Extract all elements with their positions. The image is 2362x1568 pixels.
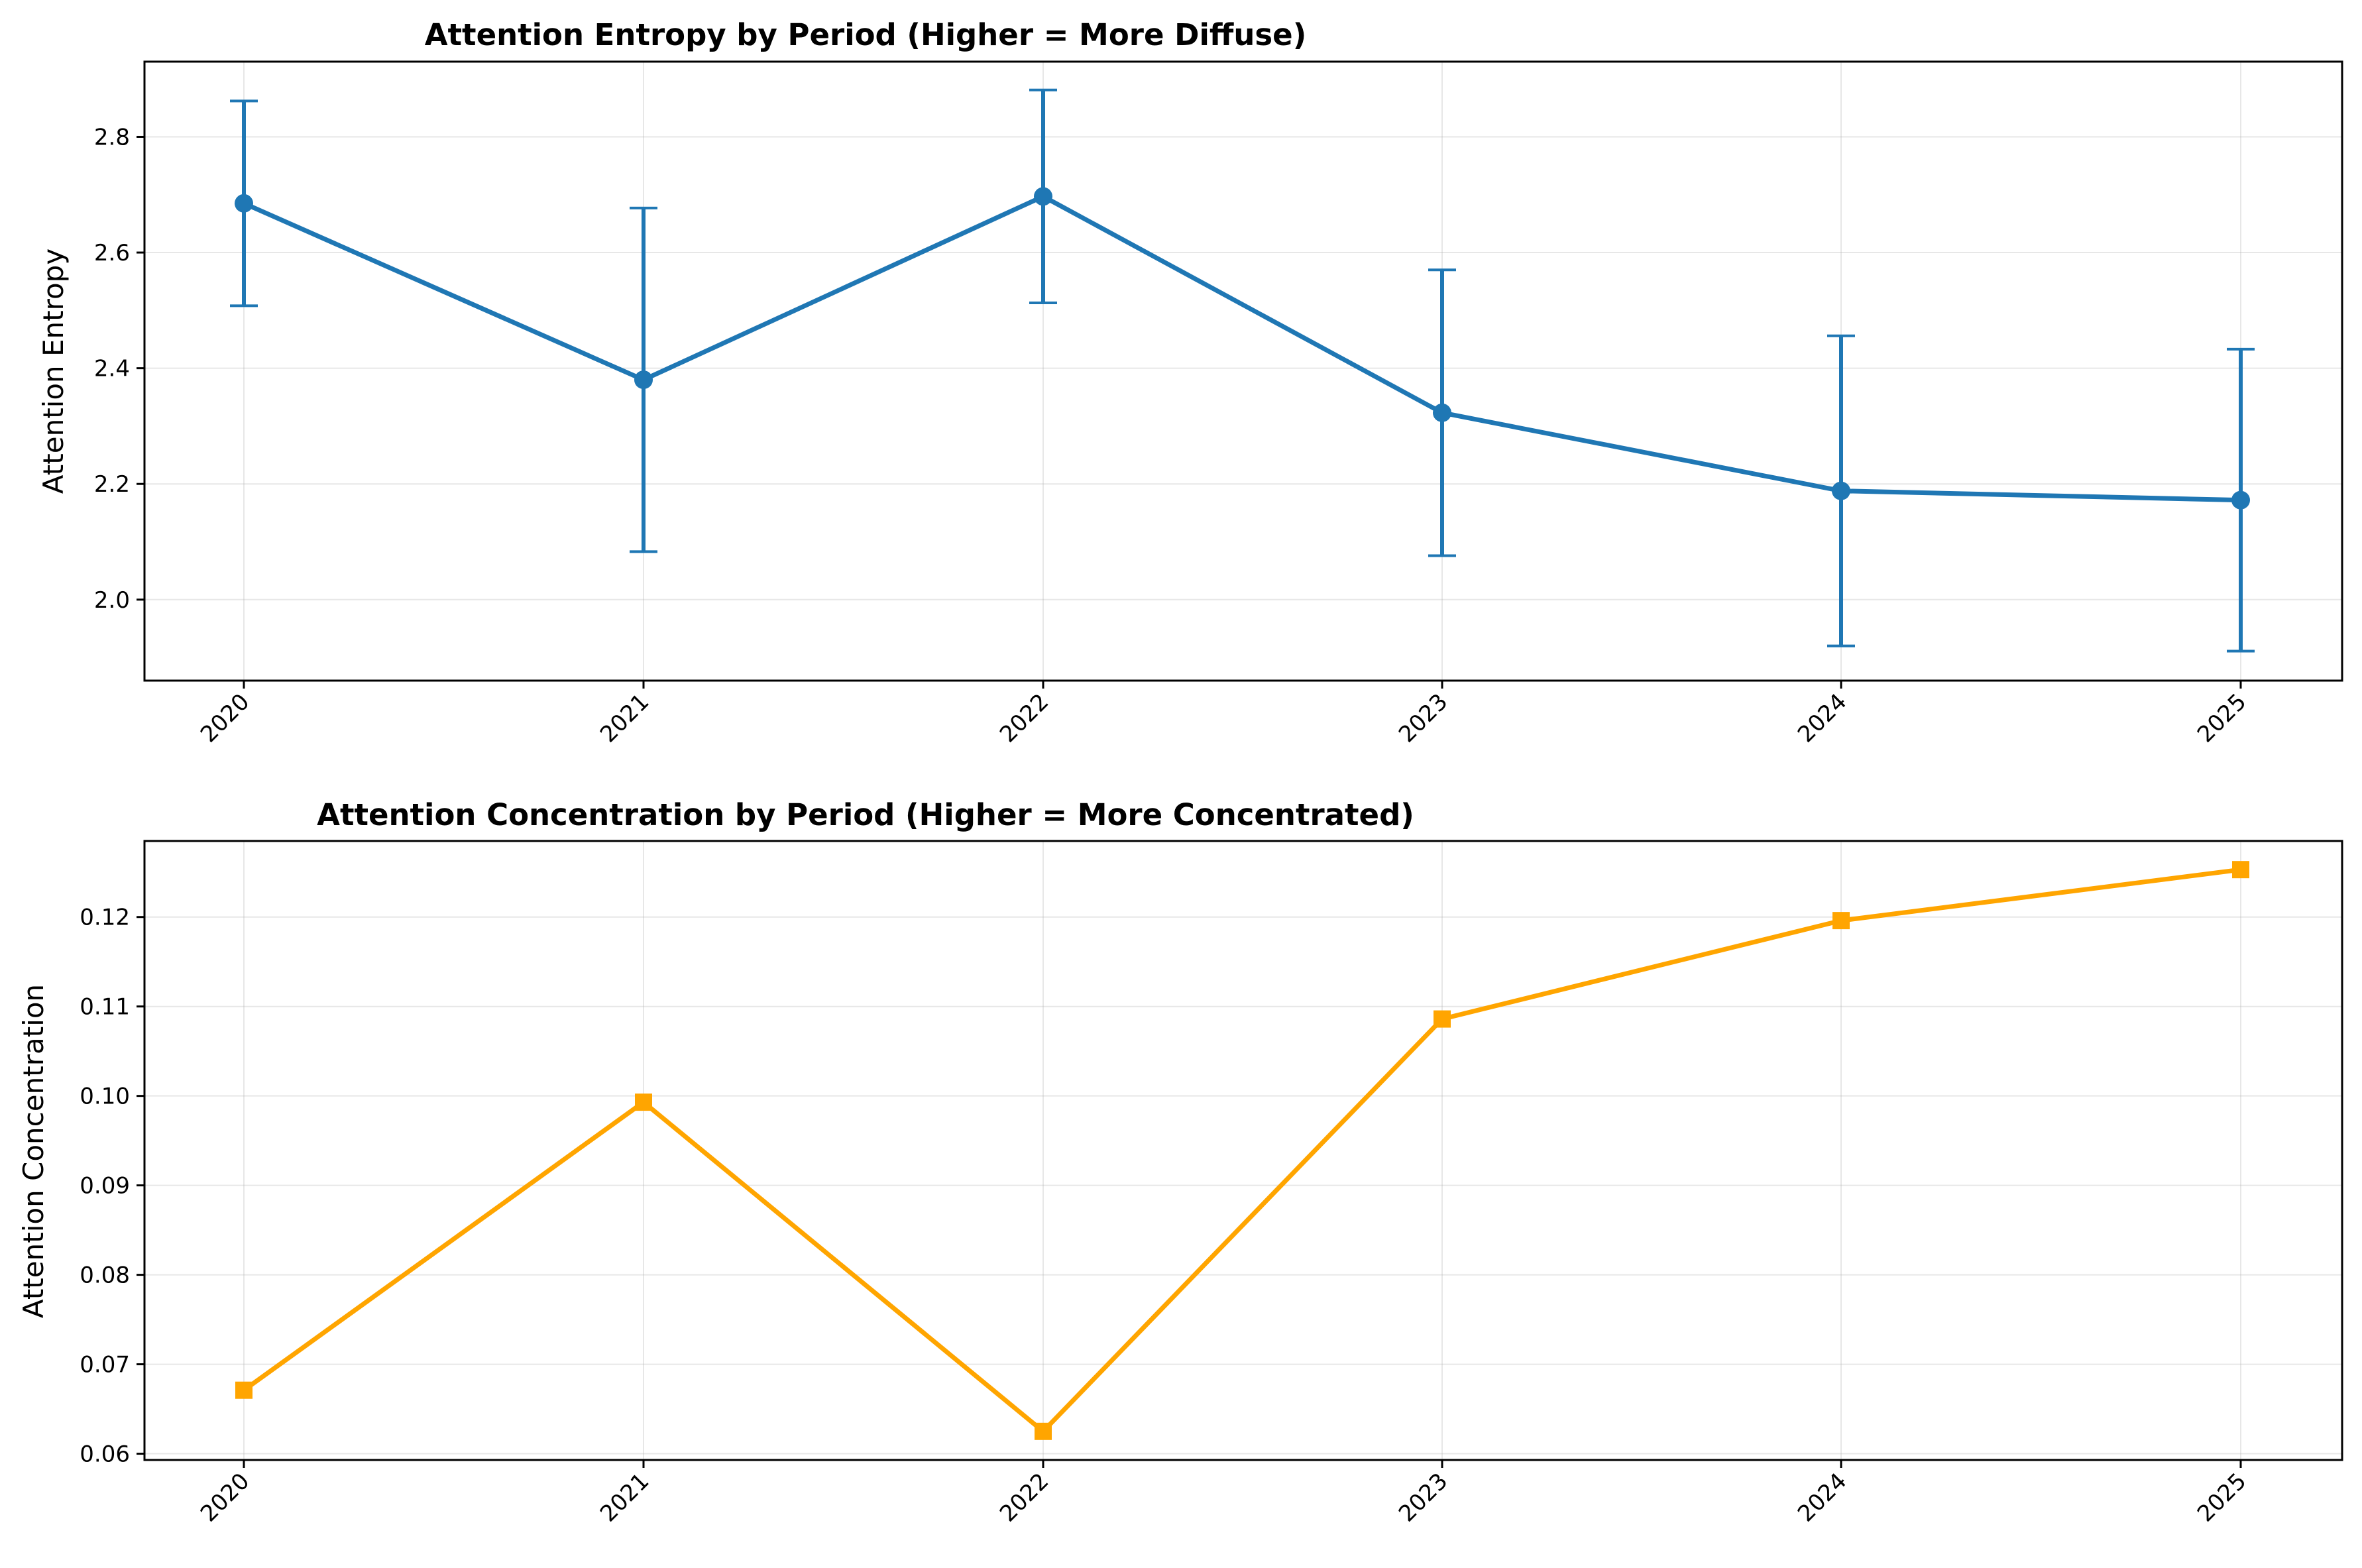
entropy-x-tick-label: 2021 bbox=[595, 689, 654, 748]
concentration-x-tick-label: 2022 bbox=[995, 1468, 1054, 1527]
concentration-point bbox=[635, 1093, 652, 1111]
entropy-point bbox=[1832, 481, 1850, 500]
entropy-x-tick-label: 2025 bbox=[2192, 689, 2251, 748]
entropy-gridlines bbox=[144, 62, 2342, 681]
entropy-y-tick-label: 2.8 bbox=[94, 124, 130, 150]
concentration-series bbox=[235, 861, 2249, 1440]
entropy-series bbox=[230, 88, 2255, 653]
entropy-chart: Attention Entropy by Period (Higher = Mo… bbox=[37, 17, 2343, 748]
entropy-y-tick-label: 2.4 bbox=[94, 356, 130, 382]
concentration-point bbox=[235, 1381, 253, 1399]
entropy-chart-title: Attention Entropy by Period (Higher = Mo… bbox=[425, 17, 1307, 52]
concentration-y-tick-label: 0.07 bbox=[80, 1352, 130, 1378]
entropy-y-tick-label: 2.6 bbox=[94, 240, 130, 266]
concentration-series-line bbox=[242, 867, 2241, 1434]
entropy-x-tick-label: 2020 bbox=[196, 689, 254, 748]
concentration-x-tick-label: 2023 bbox=[1394, 1468, 1453, 1527]
concentration-gridlines bbox=[144, 841, 2342, 1460]
entropy-x-ticks: 2020 2021 2022 2023 2024 2025 bbox=[196, 681, 2251, 748]
entropy-y-axis-label: Attention Entropy bbox=[37, 249, 70, 494]
concentration-y-tick-label: 0.08 bbox=[80, 1262, 130, 1289]
entropy-y-tick-label: 2.0 bbox=[94, 587, 130, 614]
concentration-chart: Attention Concentration by Period (Highe… bbox=[17, 797, 2343, 1528]
concentration-y-tick-label: 0.09 bbox=[80, 1173, 130, 1200]
entropy-y-ticks: 2.0 2.2 2.4 2.6 2.8 bbox=[94, 124, 144, 614]
entropy-x-tick-label: 2022 bbox=[995, 689, 1054, 748]
concentration-point bbox=[2232, 861, 2249, 879]
concentration-x-tick-label: 2021 bbox=[595, 1468, 654, 1527]
entropy-x-tick-label: 2024 bbox=[1793, 689, 1852, 748]
entropy-plot-frame bbox=[143, 60, 2343, 682]
entropy-point bbox=[2231, 490, 2250, 510]
concentration-x-ticks: 2020 2021 2022 2023 2024 2025 bbox=[196, 1460, 2251, 1528]
concentration-y-ticks: 0.06 0.07 0.08 0.09 0.10 0.11 0.12 bbox=[80, 905, 144, 1468]
entropy-point bbox=[1433, 403, 1451, 422]
concentration-chart-title: Attention Concentration by Period (Highe… bbox=[317, 797, 1414, 832]
entropy-point bbox=[235, 194, 253, 213]
concentration-y-tick-label: 0.10 bbox=[80, 1084, 130, 1110]
concentration-x-tick-label: 2024 bbox=[1793, 1468, 1852, 1527]
entropy-point bbox=[1034, 187, 1052, 206]
concentration-plot-frame bbox=[143, 840, 2343, 1461]
concentration-point bbox=[1434, 1010, 1451, 1028]
entropy-point bbox=[634, 370, 653, 390]
concentration-y-axis-label: Attention Concentration bbox=[17, 984, 50, 1318]
entropy-y-tick-label: 2.2 bbox=[94, 471, 130, 498]
concentration-point bbox=[1035, 1422, 1052, 1440]
concentration-point bbox=[1832, 912, 1850, 930]
concentration-x-tick-label: 2020 bbox=[196, 1468, 254, 1527]
concentration-y-tick-label: 0.06 bbox=[80, 1441, 130, 1468]
concentration-x-tick-label: 2025 bbox=[2192, 1468, 2251, 1527]
entropy-x-tick-label: 2023 bbox=[1394, 689, 1453, 748]
concentration-y-tick-label: 0.12 bbox=[80, 905, 130, 931]
entropy-series-line bbox=[243, 194, 2241, 503]
concentration-y-tick-label: 0.11 bbox=[80, 994, 130, 1021]
